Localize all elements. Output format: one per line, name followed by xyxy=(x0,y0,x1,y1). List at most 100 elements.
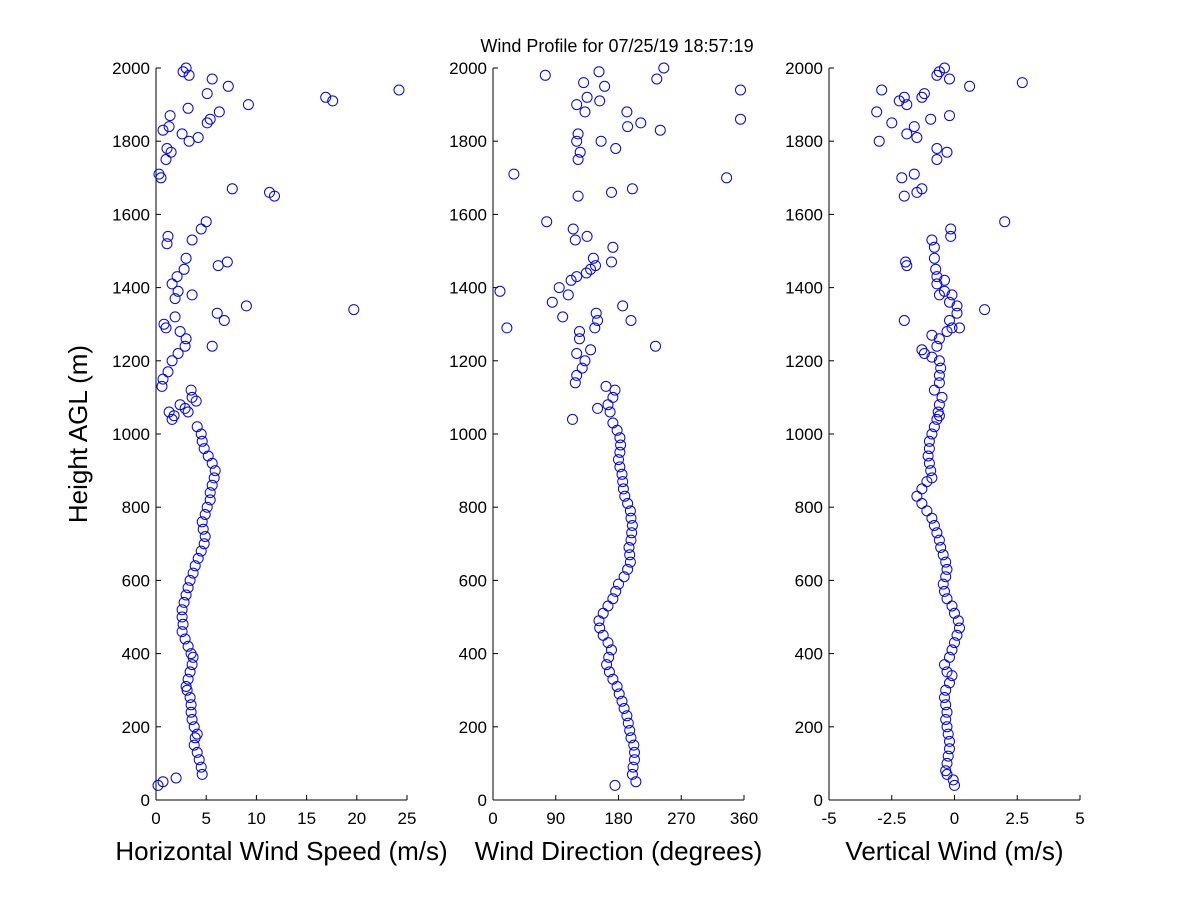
data-point xyxy=(571,348,583,359)
data-point xyxy=(585,344,597,356)
data-point xyxy=(567,413,578,425)
data-point xyxy=(931,278,943,290)
data-point xyxy=(571,99,583,111)
data-point xyxy=(204,494,216,506)
data-point xyxy=(946,289,958,301)
x-tick-label: 0 xyxy=(950,809,959,828)
y-tick-label: 800 xyxy=(795,498,823,517)
data-point xyxy=(939,62,950,74)
figure-title: Wind Profile for 07/25/19 18:57:19 xyxy=(480,36,753,56)
data-point xyxy=(162,230,174,242)
data-point xyxy=(926,512,938,524)
data-point xyxy=(954,622,965,634)
y-tick-label: 800 xyxy=(459,498,487,517)
data-point xyxy=(195,545,207,557)
data-point xyxy=(937,578,949,590)
data-point xyxy=(900,256,912,268)
data-point xyxy=(623,542,635,553)
data-point xyxy=(944,743,955,755)
data-point xyxy=(945,223,957,235)
data-point xyxy=(618,703,630,714)
data-point xyxy=(944,73,955,85)
data-point xyxy=(546,296,558,308)
data-point xyxy=(185,699,197,711)
data-point xyxy=(629,746,640,758)
data-point xyxy=(936,391,948,403)
data-point xyxy=(590,260,601,272)
data-point xyxy=(941,666,953,678)
data-point xyxy=(621,710,633,722)
data-point xyxy=(196,768,208,780)
data-point xyxy=(928,421,940,433)
data-point xyxy=(609,384,621,396)
data-point xyxy=(941,593,953,605)
data-point xyxy=(617,476,629,488)
data-point xyxy=(592,315,604,326)
data-point xyxy=(622,121,634,133)
data-point xyxy=(617,300,629,312)
data-point xyxy=(589,322,601,334)
data-point xyxy=(190,395,202,407)
data-point xyxy=(999,216,1011,228)
data-point xyxy=(939,585,950,597)
data-point xyxy=(607,673,619,685)
data-point xyxy=(579,106,591,118)
data-point xyxy=(204,487,216,499)
x-tick-label: 25 xyxy=(398,809,417,828)
data-point xyxy=(597,629,609,641)
data-point xyxy=(941,146,953,158)
data-point xyxy=(621,106,633,118)
panel-2: 0 200 400 600 800 1000 1200 1400 1600 1800 2000 0 90… xyxy=(449,59,762,866)
x-tick-label: 5 xyxy=(201,809,210,828)
data-point xyxy=(911,132,923,143)
data-point xyxy=(160,322,172,334)
data-point xyxy=(624,549,636,561)
data-point xyxy=(931,340,943,352)
data-point xyxy=(933,289,945,301)
y-tick-label: 200 xyxy=(122,718,150,737)
data-point xyxy=(157,776,169,788)
data-point xyxy=(626,520,638,531)
data-point xyxy=(935,362,947,374)
data-point xyxy=(603,666,615,678)
data-point xyxy=(626,768,638,780)
data-point xyxy=(195,428,207,440)
x-tick-label: 2.5 xyxy=(1005,809,1029,828)
y-tick-label: 600 xyxy=(459,571,487,590)
data-point xyxy=(196,435,208,447)
data-point xyxy=(195,223,207,235)
data-point xyxy=(571,369,583,381)
data-point xyxy=(170,772,182,784)
data-point xyxy=(200,216,212,228)
data-point xyxy=(626,527,638,539)
data-point xyxy=(393,84,405,96)
data-point xyxy=(928,384,940,396)
data-point xyxy=(911,186,923,198)
x-tick-label: 5 xyxy=(1075,809,1084,828)
data-point xyxy=(651,73,663,85)
data-point xyxy=(610,585,622,597)
data-point xyxy=(176,626,188,638)
data-point xyxy=(158,318,170,330)
data-point xyxy=(606,186,617,198)
data-point xyxy=(541,216,553,228)
data-point xyxy=(494,285,506,297)
data-point xyxy=(610,143,622,154)
data-point xyxy=(191,421,203,433)
data-point xyxy=(923,443,935,455)
y-tick-label: 600 xyxy=(122,571,150,590)
y-tick-label: 200 xyxy=(459,718,487,737)
data-point xyxy=(169,311,181,323)
data-point xyxy=(898,190,910,202)
y-tick-label: 1200 xyxy=(112,352,150,371)
data-point xyxy=(565,274,577,286)
data-point xyxy=(886,117,898,129)
data-point xyxy=(571,271,583,283)
y-tick-label: 2000 xyxy=(785,59,823,78)
x-tick-label: 180 xyxy=(604,809,632,828)
data-point xyxy=(594,95,606,107)
data-point xyxy=(940,699,952,711)
data-point xyxy=(931,271,943,283)
data-point xyxy=(896,172,908,184)
data-point xyxy=(933,369,945,381)
